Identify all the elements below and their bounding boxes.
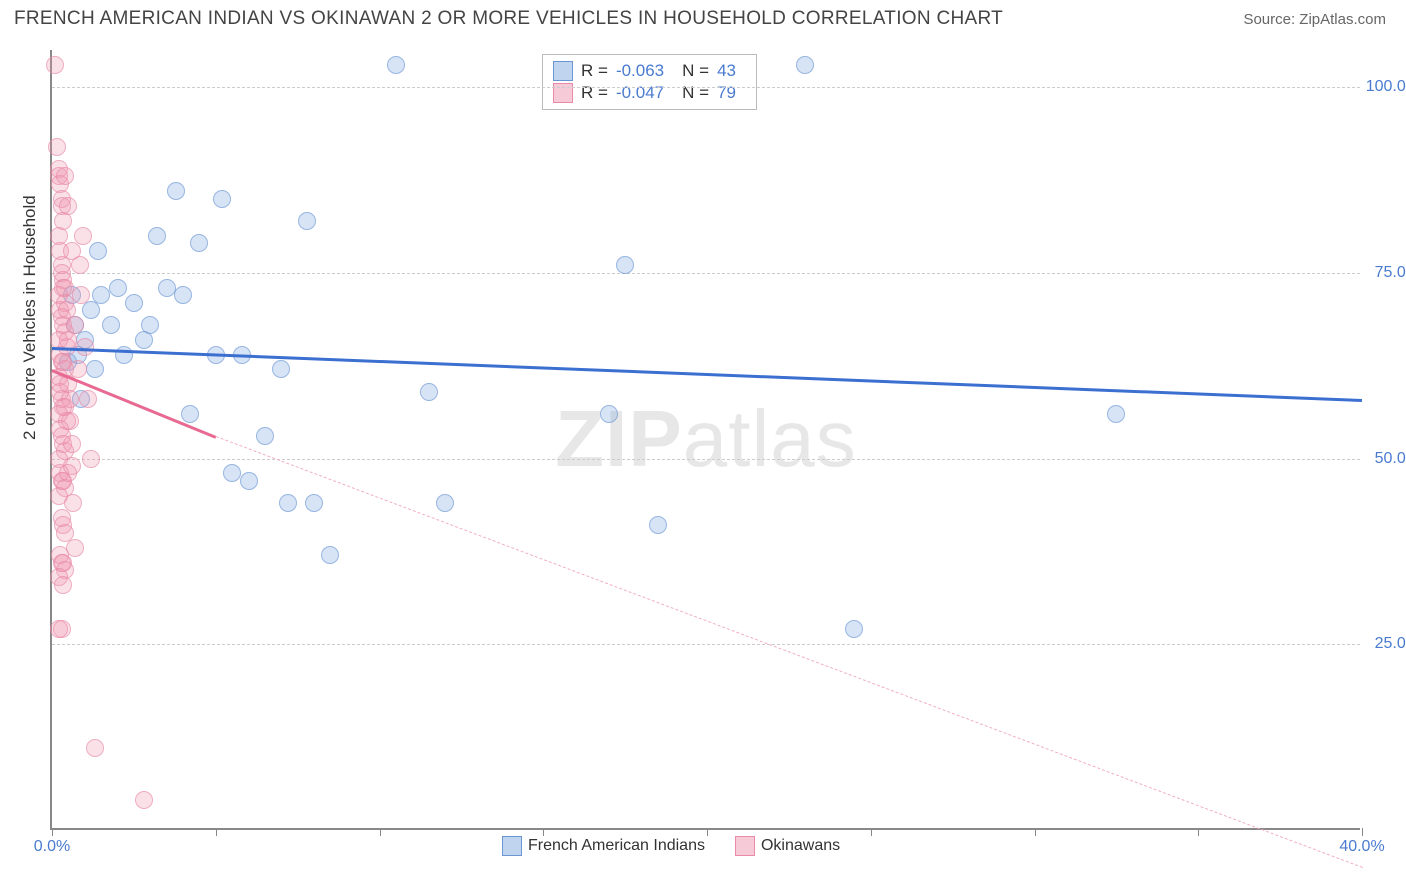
data-point — [63, 242, 81, 260]
stats-row-pink: R = -0.047 N = 79 — [553, 83, 746, 103]
data-point — [305, 494, 323, 512]
data-point — [63, 435, 81, 453]
data-point — [59, 197, 77, 215]
x-tick — [871, 828, 872, 836]
gridline-h — [52, 87, 1360, 88]
data-point — [1107, 405, 1125, 423]
data-point — [321, 546, 339, 564]
data-point — [158, 279, 176, 297]
data-point — [436, 494, 454, 512]
source-label: Source: ZipAtlas.com — [1243, 11, 1386, 28]
data-point — [48, 138, 66, 156]
data-point — [240, 472, 258, 490]
legend-swatch-pink-icon — [735, 836, 755, 856]
gridline-h — [52, 459, 1360, 460]
data-point — [272, 360, 290, 378]
swatch-blue-icon — [553, 61, 573, 81]
x-tick — [707, 828, 708, 836]
swatch-pink-icon — [553, 83, 573, 103]
data-point — [796, 56, 814, 74]
data-point — [102, 316, 120, 334]
data-point — [223, 464, 241, 482]
data-point — [600, 405, 618, 423]
data-point — [79, 390, 97, 408]
data-point — [174, 286, 192, 304]
data-point — [54, 576, 72, 594]
legend-item-blue: French American Indians — [502, 836, 705, 856]
data-point — [649, 516, 667, 534]
data-point — [86, 360, 104, 378]
y-tick-label: 75.0% — [1375, 264, 1406, 282]
data-point — [135, 791, 153, 809]
data-point — [86, 739, 104, 757]
x-tick — [1198, 828, 1199, 836]
data-point — [190, 234, 208, 252]
data-point — [420, 383, 438, 401]
data-point — [115, 346, 133, 364]
legend: French American Indians Okinawans — [502, 836, 840, 856]
n-value-blue: 43 — [717, 61, 736, 81]
data-point — [69, 360, 87, 378]
legend-item-pink: Okinawans — [735, 836, 840, 856]
legend-label-pink: Okinawans — [761, 837, 840, 855]
data-point — [616, 256, 634, 274]
data-point — [82, 450, 100, 468]
y-tick-label: 25.0% — [1375, 635, 1406, 653]
chart-title: FRENCH AMERICAN INDIAN VS OKINAWAN 2 OR … — [14, 8, 1003, 30]
data-point — [59, 464, 77, 482]
x-tick — [543, 828, 544, 836]
y-tick-label: 50.0% — [1375, 450, 1406, 468]
chart-plot-area: ZIPatlas R = -0.063 N = 43 R = -0.047 N … — [50, 50, 1360, 830]
data-point — [213, 190, 231, 208]
n-value-pink: 79 — [717, 83, 736, 103]
x-tick-label: 40.0% — [1339, 838, 1384, 856]
data-point — [845, 620, 863, 638]
data-point — [256, 427, 274, 445]
data-point — [58, 412, 76, 430]
data-point — [109, 279, 127, 297]
x-tick — [380, 828, 381, 836]
y-axis-label: 2 or more Vehicles in Household — [20, 195, 40, 440]
data-point — [167, 182, 185, 200]
stats-row-blue: R = -0.063 N = 43 — [553, 61, 746, 81]
data-point — [56, 167, 74, 185]
data-point — [46, 56, 64, 74]
data-point — [125, 294, 143, 312]
data-point — [89, 242, 107, 260]
x-tick — [52, 828, 53, 836]
data-point — [298, 212, 316, 230]
data-point — [74, 227, 92, 245]
r-value-blue: -0.063 — [616, 61, 664, 81]
data-point — [61, 390, 79, 408]
data-point — [72, 286, 90, 304]
x-tick — [216, 828, 217, 836]
data-point — [387, 56, 405, 74]
data-point — [66, 316, 84, 334]
x-tick-label: 0.0% — [34, 838, 70, 856]
gridline-h — [52, 644, 1360, 645]
data-point — [148, 227, 166, 245]
data-point — [279, 494, 297, 512]
legend-swatch-blue-icon — [502, 836, 522, 856]
data-point — [64, 494, 82, 512]
watermark: ZIPatlas — [555, 393, 856, 485]
legend-label-blue: French American Indians — [528, 837, 705, 855]
data-point — [50, 620, 68, 638]
x-tick — [1362, 828, 1363, 836]
x-tick — [1035, 828, 1036, 836]
r-value-pink: -0.047 — [616, 83, 664, 103]
trendline — [216, 436, 1363, 868]
y-tick-label: 100.0% — [1366, 78, 1406, 96]
data-point — [141, 316, 159, 334]
gridline-h — [52, 273, 1360, 274]
trendline — [52, 347, 1362, 401]
data-point — [181, 405, 199, 423]
data-point — [92, 286, 110, 304]
stats-box: R = -0.063 N = 43 R = -0.047 N = 79 — [542, 54, 757, 110]
